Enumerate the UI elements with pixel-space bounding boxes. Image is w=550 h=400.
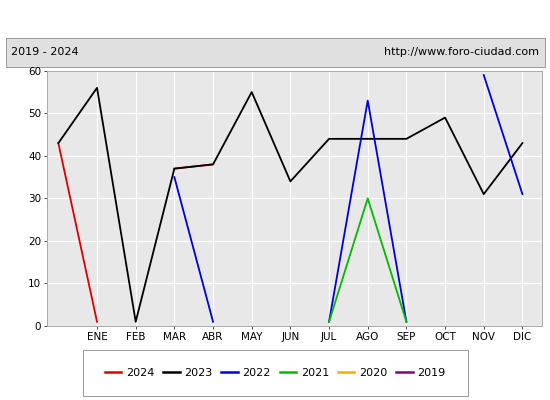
- Text: http://www.foro-ciudad.com: http://www.foro-ciudad.com: [384, 47, 539, 57]
- Text: 2019 - 2024: 2019 - 2024: [11, 47, 79, 57]
- Legend: 2024, 2023, 2022, 2021, 2020, 2019: 2024, 2023, 2022, 2021, 2020, 2019: [100, 364, 450, 382]
- Text: Evolucion Nº Turistas Extranjeros en el municipio de La Miñosa: Evolucion Nº Turistas Extranjeros en el …: [79, 12, 471, 26]
